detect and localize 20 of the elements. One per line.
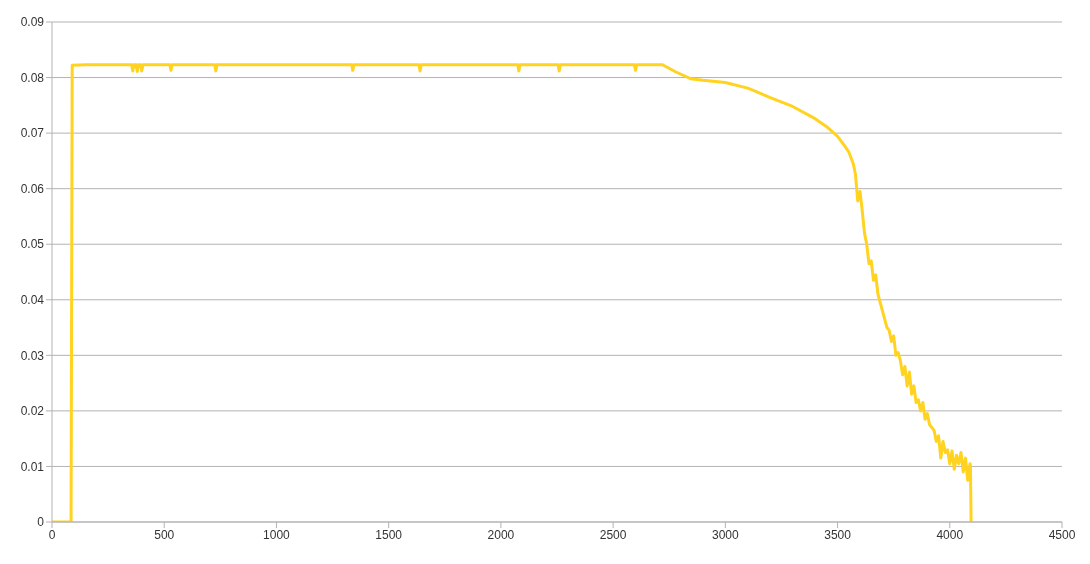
y-tick-label: 0.08 xyxy=(20,70,45,85)
x-tick-label: 0 xyxy=(48,527,56,542)
x-tick-label: 2500 xyxy=(599,527,627,542)
x-tick-label: 1500 xyxy=(375,527,403,542)
x-tick-label: 3500 xyxy=(824,527,852,542)
x-tick-label: 2000 xyxy=(487,527,515,542)
y-tick-label: 0 xyxy=(37,515,45,530)
y-tick-label: 0.07 xyxy=(20,126,45,141)
y-tick-label: 0.02 xyxy=(20,404,45,419)
y-tick-label: 0.06 xyxy=(20,181,45,196)
x-tick-label: 4500 xyxy=(1048,527,1076,542)
y-tick-label: 0.05 xyxy=(20,237,45,252)
y-tick-label: 0.01 xyxy=(20,459,45,474)
x-tick-label: 1000 xyxy=(263,527,291,542)
y-tick-label: 0.04 xyxy=(20,293,45,308)
y-tick-label: 0.09 xyxy=(20,15,45,30)
x-tick-label: 500 xyxy=(154,527,175,542)
y-tick-label: 0.03 xyxy=(20,348,45,363)
x-tick-label: 4000 xyxy=(936,527,964,542)
x-tick-label: 3000 xyxy=(711,527,739,542)
